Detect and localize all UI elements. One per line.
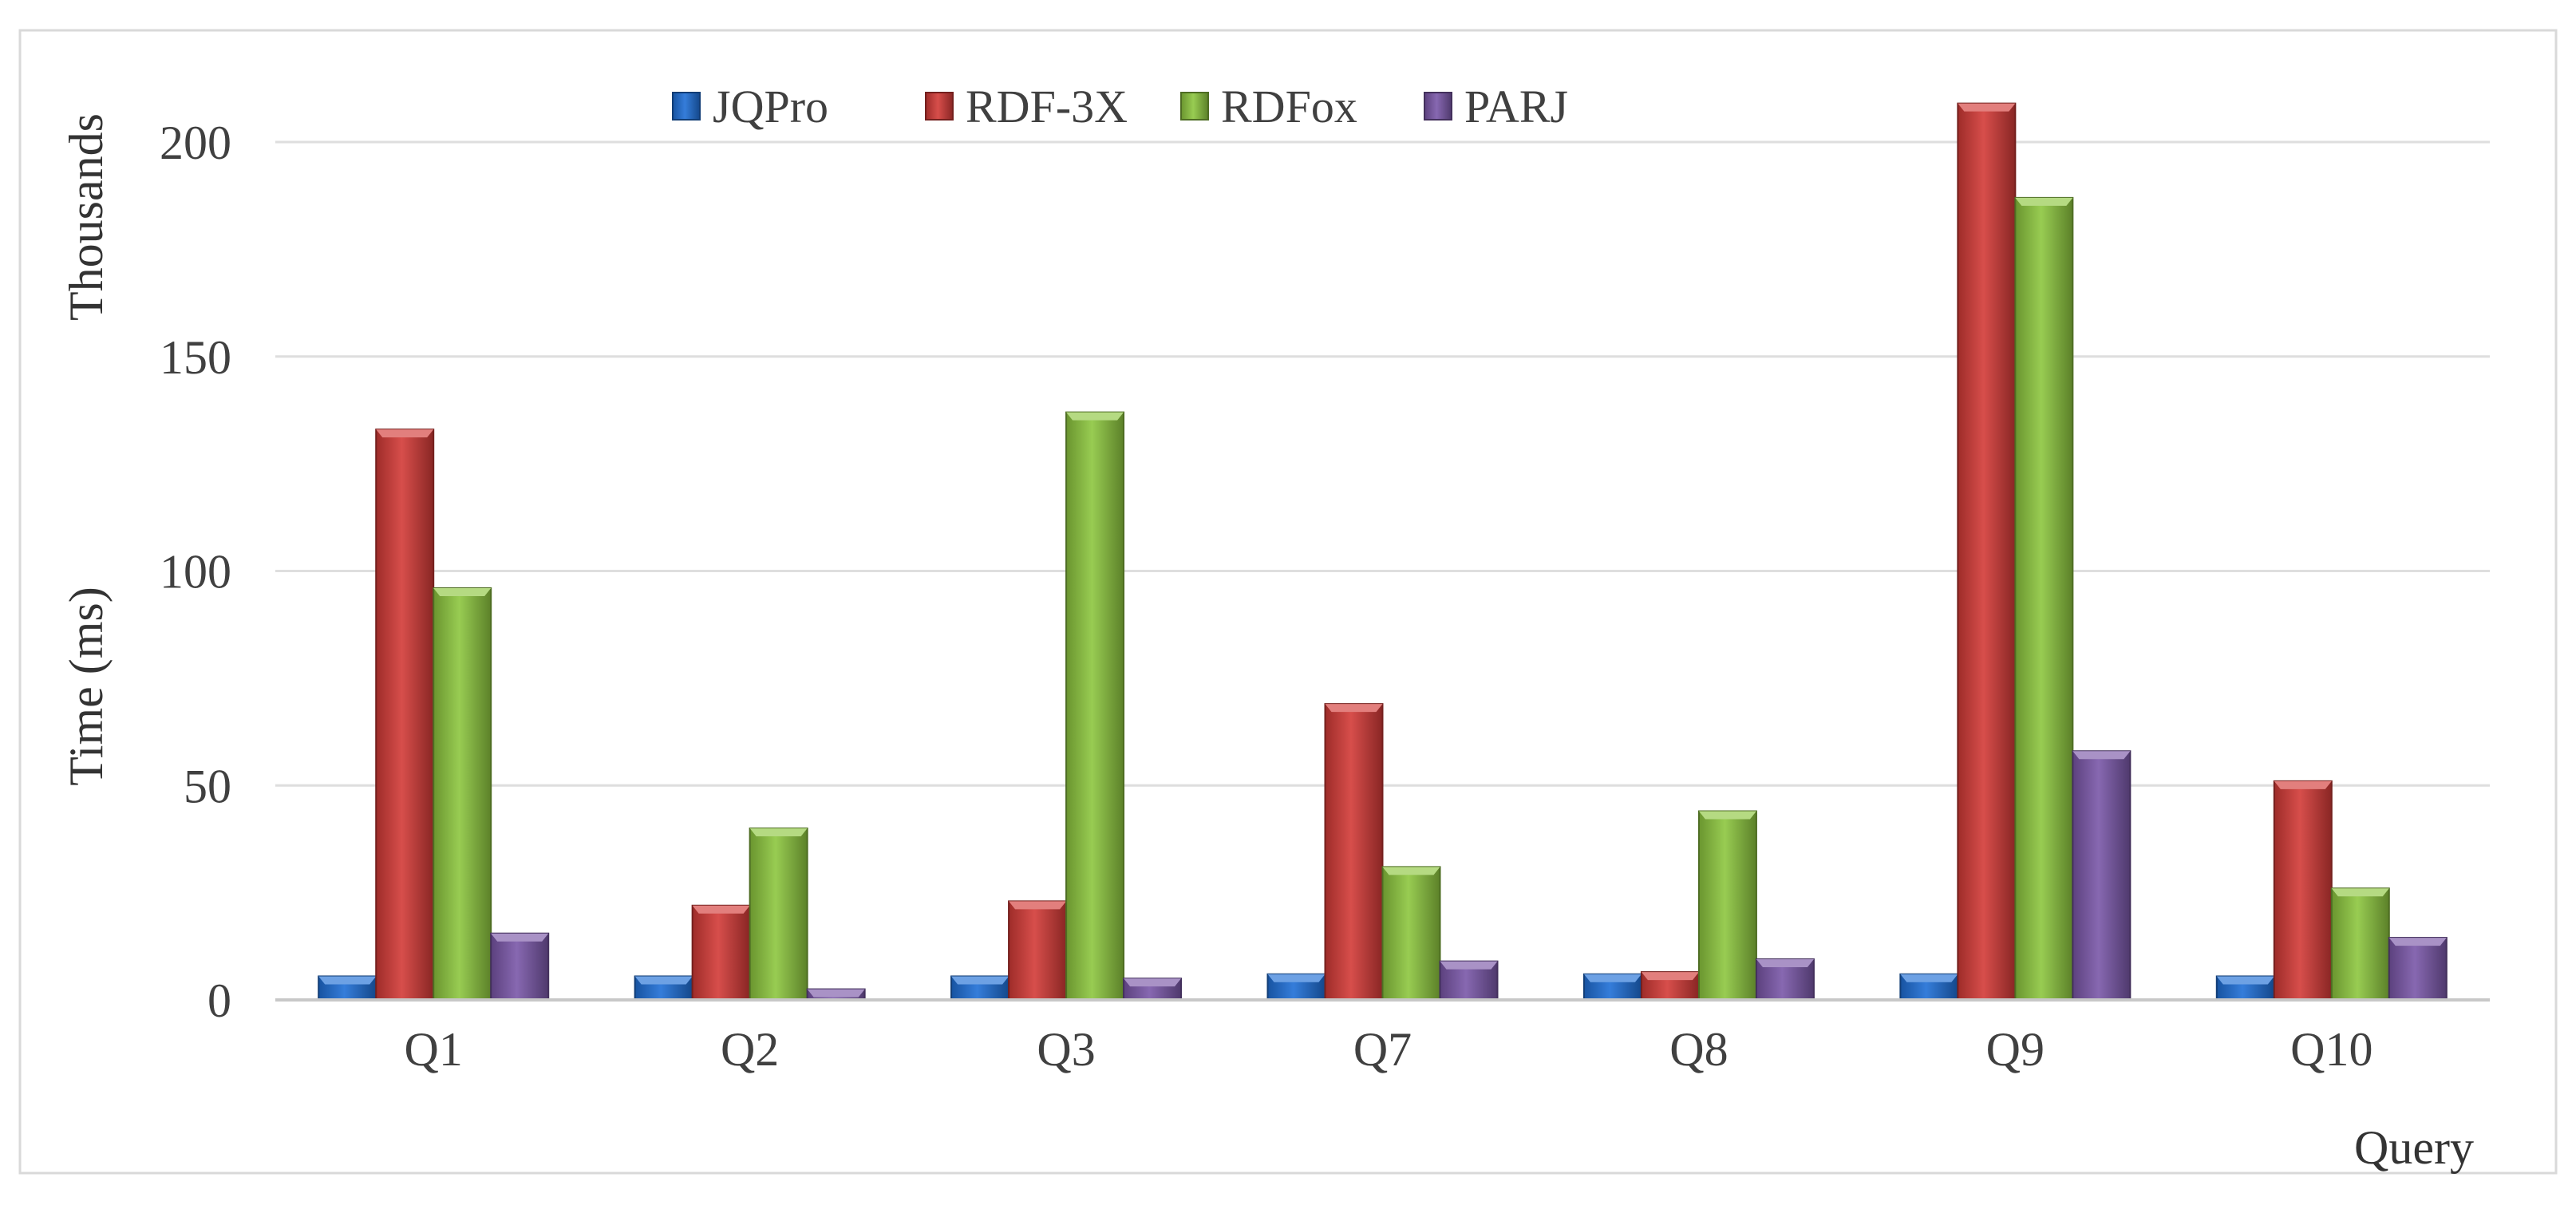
- bar-cap: [1009, 901, 1067, 910]
- y-axis-label: Time (ms): [60, 587, 113, 786]
- legend-swatch: [1424, 92, 1452, 121]
- legend: JQPro RDF-3X RDFox PARJ: [672, 81, 1568, 132]
- bar-cap: [1958, 103, 2016, 112]
- x-tick-label: Q8: [1669, 1023, 1728, 1076]
- bar-cap: [749, 828, 808, 836]
- legend-swatch: [1180, 92, 1209, 121]
- bar-cap: [491, 933, 549, 942]
- axes: 0 50 100 150 200 Q1 Q2 Q3 Q7 Q8 Q9 Q10: [160, 117, 2490, 1076]
- bar-rdf-3x-q2: [691, 904, 751, 1001]
- legend-swatch: [925, 92, 954, 121]
- bar-cap: [2072, 751, 2131, 760]
- bar-cap: [1382, 867, 1440, 875]
- bar-cap: [2274, 780, 2332, 789]
- bar-cap: [634, 976, 693, 985]
- x-tick-label: Q10: [2290, 1023, 2373, 1076]
- x-tick-label: Q1: [405, 1023, 463, 1076]
- bar-rdf-3x-q1: [375, 429, 435, 1001]
- bar-cap: [2015, 197, 2073, 206]
- bar-cap: [433, 588, 492, 596]
- bar-rdfox-q7: [1381, 866, 1441, 1001]
- bar-cap: [692, 905, 750, 914]
- bar-rdf-3x-q3: [1008, 900, 1068, 1001]
- y-tick-label: 50: [184, 760, 231, 812]
- bar-rdfox-q10: [2330, 887, 2390, 1001]
- bar-rdfox-q2: [749, 828, 808, 1001]
- x-tick-label: Q3: [1037, 1023, 1095, 1076]
- legend-swatch: [672, 92, 701, 121]
- bar-rdf-3x-q10: [2273, 780, 2333, 1001]
- legend-label: PARJ: [1464, 81, 1568, 132]
- y-axis-units-label: Thousands: [60, 113, 113, 321]
- bar-cap: [1698, 811, 1756, 820]
- bar-parj-q9: [2072, 750, 2132, 1001]
- legend-label: JQPro: [713, 81, 828, 132]
- bars: [318, 102, 2448, 1001]
- bar-cap: [1325, 704, 1383, 713]
- bar-rdf-3x-q7: [1324, 703, 1384, 1001]
- bar-cap: [1641, 972, 1699, 981]
- bar-cap: [1583, 974, 1642, 982]
- bar-cap: [1267, 974, 1326, 982]
- x-axis-label: Query: [2354, 1121, 2474, 1174]
- bar-rdf-3x-q9: [1957, 102, 2017, 1001]
- bar-cap: [1900, 974, 1958, 982]
- bar-cap: [318, 976, 377, 985]
- bar-cap: [1066, 412, 1124, 421]
- x-tick-label: Q7: [1353, 1023, 1412, 1076]
- bar-cap: [1124, 978, 1182, 987]
- bar-cap: [2388, 938, 2447, 946]
- bar-cap: [376, 429, 434, 438]
- x-tick-label: Q2: [721, 1023, 779, 1076]
- bar-cap: [2216, 976, 2274, 985]
- bar-parj-q1: [490, 932, 550, 1001]
- bar-cap: [1440, 961, 1498, 970]
- bar-rdfox-q9: [2014, 196, 2074, 1001]
- bar-cap: [1756, 958, 1814, 967]
- bar-cap: [2331, 888, 2389, 897]
- bar-cap: [951, 976, 1009, 985]
- y-tick-label: 200: [160, 117, 231, 169]
- y-tick-label: 0: [207, 974, 231, 1027]
- bar-parj-q10: [2388, 937, 2448, 1001]
- bar-rdfox-q8: [1697, 810, 1757, 1001]
- bar-cap: [807, 989, 865, 998]
- legend-label: RDFox: [1221, 81, 1357, 132]
- y-tick-label: 100: [160, 546, 231, 599]
- bar-rdfox-q3: [1065, 411, 1125, 1001]
- x-tick-label: Q9: [1986, 1023, 2045, 1076]
- legend-label: RDF-3X: [966, 81, 1128, 132]
- y-tick-label: 150: [160, 331, 231, 384]
- bar-rdfox-q1: [433, 587, 492, 1001]
